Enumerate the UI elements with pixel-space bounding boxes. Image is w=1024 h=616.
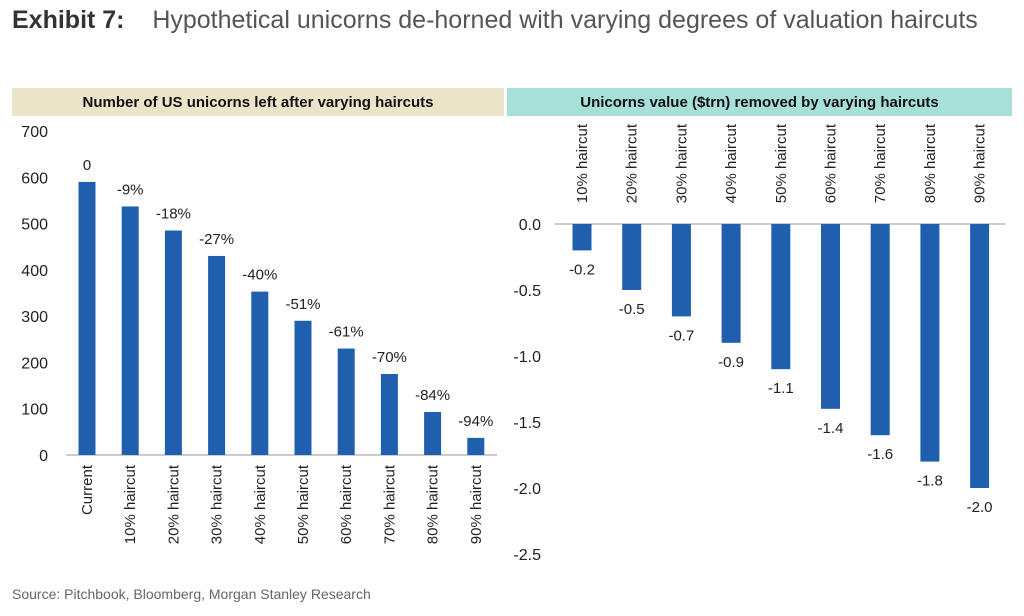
right-data-label: -1.8 (917, 473, 943, 490)
left-data-label: 0 (83, 157, 91, 174)
left-data-label: -84% (415, 387, 450, 404)
left-data-label: -40% (242, 267, 277, 284)
left-x-tick-label: 10% haircut (122, 464, 139, 544)
left-bar (294, 320, 312, 455)
right-x-tick-label: 50% haircut (773, 123, 790, 203)
right-x-tick-label: 90% haircut (972, 123, 989, 203)
left-y-tick-label: 100 (21, 402, 48, 419)
left-bar (78, 181, 96, 455)
left-bar (337, 348, 355, 455)
left-y-tick-label: 200 (21, 355, 48, 372)
right-y-tick-label: -2.5 (513, 547, 541, 564)
right-data-label: -0.7 (668, 327, 694, 344)
left-data-label: -70% (372, 349, 407, 366)
left-x-tick-label: 90% haircut (468, 464, 485, 544)
left-x-tick-label: Current (79, 464, 96, 515)
left-x-tick-label: 30% haircut (209, 464, 226, 544)
left-x-tick-label: 60% haircut (338, 464, 355, 544)
left-y-tick-label: 300 (21, 309, 48, 326)
exhibit-label: Exhibit 7: (12, 6, 125, 34)
right-chart-title: Unicorns value ($trn) removed by varying… (507, 88, 1012, 116)
left-bar (164, 230, 182, 455)
right-bar (970, 224, 990, 488)
left-bar (251, 291, 269, 455)
right-x-tick-label: 40% haircut (723, 123, 740, 203)
right-data-label: -0.2 (569, 261, 595, 278)
right-bar (622, 224, 642, 290)
right-bar (671, 224, 691, 317)
left-data-label: -27% (199, 231, 234, 248)
left-data-label: -61% (329, 324, 364, 341)
left-data-label: -18% (156, 206, 191, 223)
right-y-tick-label: -0.5 (513, 283, 541, 300)
left-data-label: -51% (285, 296, 320, 313)
left-y-tick-label: 700 (21, 124, 48, 141)
right-x-tick-label: 60% haircut (823, 123, 840, 203)
left-y-tick-label: 500 (21, 217, 48, 234)
left-chart-title: Number of US unicorns left after varying… (12, 88, 504, 116)
right-data-label: -1.6 (867, 446, 893, 463)
exhibit-title-text: Hypothetical unicorns de-horned with var… (152, 6, 978, 34)
right-x-tick-label: 30% haircut (673, 123, 690, 203)
right-data-label: -1.4 (818, 420, 844, 437)
exhibit-title: Exhibit 7: Hypothetical unicorns de-horn… (12, 2, 1012, 39)
source-note: Source: Pitchbook, Bloomberg, Morgan Sta… (12, 586, 371, 602)
right-x-tick-label: 20% haircut (624, 123, 641, 203)
left-bar (208, 255, 226, 455)
right-bar (870, 224, 890, 436)
right-y-tick-label: 0.0 (519, 217, 541, 234)
right-y-tick-label: -1.5 (513, 415, 541, 432)
left-bar (121, 206, 139, 455)
left-y-tick-label: 0 (39, 448, 48, 465)
left-y-tick-label: 400 (21, 263, 48, 280)
right-bar (821, 224, 840, 409)
left-y-tick-label: 600 (21, 170, 48, 187)
left-x-tick-label: 80% haircut (425, 464, 442, 544)
right-data-label: -0.9 (718, 354, 744, 371)
right-y-tick-label: -1.0 (513, 349, 541, 366)
right-data-label: -0.5 (619, 301, 645, 318)
left-data-label: -94% (458, 413, 493, 430)
right-bar (572, 224, 592, 251)
left-x-tick-label: 20% haircut (165, 464, 182, 544)
right-bar (771, 224, 791, 370)
right-bar (721, 224, 741, 343)
left-bar (380, 374, 398, 455)
right-y-tick-label: -2.0 (513, 481, 541, 498)
right-x-tick-label: 10% haircut (574, 123, 591, 203)
right-x-tick-label: 70% haircut (872, 123, 889, 203)
left-x-tick-label: 50% haircut (295, 464, 312, 544)
left-bar (424, 411, 442, 455)
right-bar (920, 224, 940, 462)
right-data-label: -1.1 (768, 380, 794, 397)
right-x-tick-label: 80% haircut (922, 123, 939, 203)
left-data-label: -9% (117, 181, 144, 198)
left-x-tick-label: 40% haircut (252, 464, 269, 544)
left-bar (467, 437, 485, 455)
left-x-tick-label: 70% haircut (381, 464, 398, 544)
right-data-label: -2.0 (967, 499, 993, 516)
